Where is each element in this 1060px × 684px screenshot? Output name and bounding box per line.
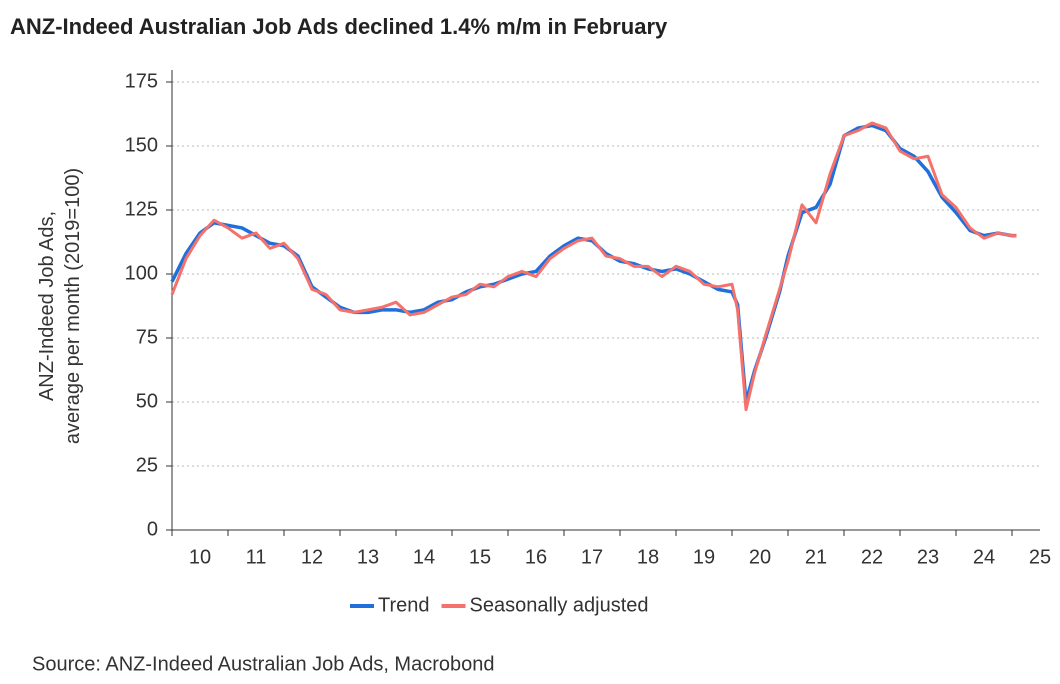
series-line (170, 123, 1017, 404)
x-tick-label: 12 (301, 546, 323, 568)
y-tick-label: 0 (147, 518, 158, 540)
x-tick-label: 13 (357, 546, 379, 568)
legend-label: Seasonally adjusted (470, 594, 649, 616)
y-tick-label: 150 (125, 134, 158, 156)
y-axis-label-line: ANZ-Indeed Job Ads, (36, 211, 58, 401)
y-tick-label: 50 (136, 390, 158, 412)
x-tick-label: 16 (525, 546, 547, 568)
y-axis-label-line: average per month (2019=100) (62, 168, 84, 444)
x-tick-label: 18 (637, 546, 659, 568)
y-tick-label: 125 (125, 198, 158, 220)
series-line (170, 121, 1017, 412)
x-tick-label: 14 (413, 546, 435, 568)
x-tick-label: 24 (973, 546, 995, 568)
x-tick-label: 17 (581, 546, 603, 568)
y-tick-label: 25 (136, 454, 158, 476)
y-tick-label: 100 (125, 262, 158, 284)
x-tick-label: 19 (693, 546, 715, 568)
x-tick-label: 25 (1029, 546, 1051, 568)
x-tick-label: 11 (246, 546, 267, 568)
y-tick-label: 75 (136, 326, 158, 348)
x-tick-label: 22 (861, 546, 883, 568)
x-tick-label: 10 (189, 546, 211, 568)
legend-label: Trend (378, 594, 430, 616)
x-tick-label: 15 (469, 546, 491, 568)
y-axis-label: ANZ-Indeed Job Ads, average per month (20… (36, 168, 84, 444)
source-note: Source: ANZ-Indeed Australian Job Ads, M… (32, 653, 495, 675)
chart-title: ANZ-Indeed Australian Job Ads declined 1… (10, 14, 668, 39)
x-tick-label: 23 (917, 546, 939, 568)
y-tick-label: 175 (125, 70, 158, 92)
x-tick-label: 21 (805, 546, 827, 568)
x-tick-label: 20 (749, 546, 771, 568)
